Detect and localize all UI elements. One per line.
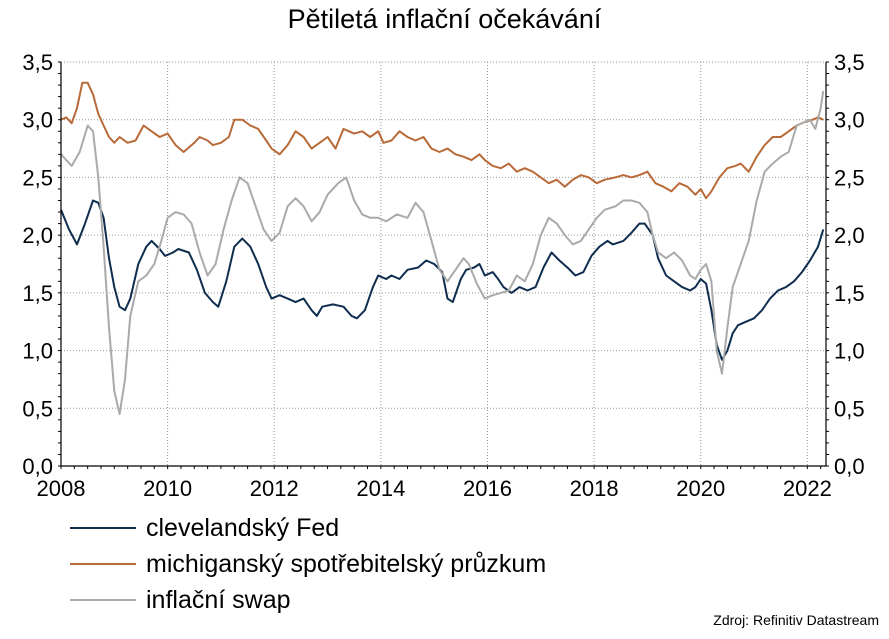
source-note: Zdroj: Refinitiv Datastream xyxy=(713,612,879,628)
legend-item-michigan: michiganský spotřebitelský průzkum xyxy=(70,546,546,582)
legend-label-michigan: michiganský spotřebitelský průzkum xyxy=(146,549,547,578)
legend-item-cleveland: clevelandský Fed xyxy=(70,510,546,546)
y-tick-label-right: 0,5 xyxy=(834,396,865,421)
legend-swatch-swap xyxy=(70,599,136,601)
legend-swatch-michigan xyxy=(70,563,136,565)
x-tick-label: 2014 xyxy=(356,476,405,501)
series-line-1 xyxy=(60,81,824,200)
y-tick-label-left: 3,0 xyxy=(22,108,53,133)
chart-title: Pětiletá inflační očekávání xyxy=(287,4,602,34)
y-tick-label-left: 0,0 xyxy=(22,454,53,479)
legend-label-cleveland: clevelandský Fed xyxy=(146,513,340,542)
x-tick-label: 2012 xyxy=(250,476,299,501)
legend-swatch-cleveland xyxy=(70,527,136,529)
y-tick-label-right: 2,5 xyxy=(834,165,865,190)
y-tick-label-left: 2,5 xyxy=(22,165,53,190)
x-tick-label: 2010 xyxy=(143,476,192,501)
series-line-0 xyxy=(60,199,825,361)
y-tick-label-right: 3,5 xyxy=(834,50,865,75)
x-tick-label: 2020 xyxy=(676,476,725,501)
y-tick-label-left: 1,5 xyxy=(22,281,53,306)
y-tick-label-left: 1,0 xyxy=(22,339,53,364)
legend-label-swap: inflační swap xyxy=(146,585,291,614)
y-tick-label-right: 0,0 xyxy=(834,454,865,479)
series-line-2 xyxy=(60,90,825,416)
legend-item-swap: inflační swap xyxy=(70,582,546,618)
y-tick-label-left: 0,5 xyxy=(22,396,53,421)
x-tick-label: 2022 xyxy=(783,476,832,501)
y-tick-label-left: 3,5 xyxy=(22,50,53,75)
y-tick-label-left: 2,0 xyxy=(22,223,53,248)
y-tick-label-right: 1,0 xyxy=(834,339,865,364)
x-tick-label: 2018 xyxy=(570,476,619,501)
y-tick-label-right: 1,5 xyxy=(834,281,865,306)
y-tick-label-right: 2,0 xyxy=(834,223,865,248)
legend: clevelandský Fed michiganský spotřebitel… xyxy=(70,510,546,618)
x-tick-label: 2008 xyxy=(37,476,86,501)
x-tick-label: 2016 xyxy=(463,476,512,501)
y-tick-label-right: 3,0 xyxy=(834,108,865,133)
